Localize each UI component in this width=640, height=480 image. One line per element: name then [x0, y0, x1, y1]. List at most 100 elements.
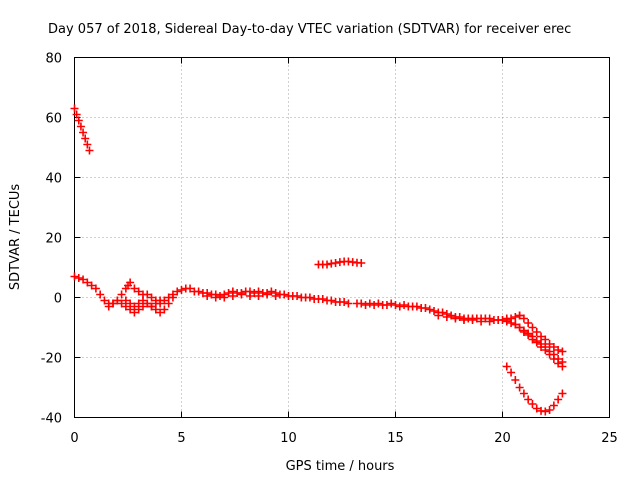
data-point [130, 302, 139, 311]
data-point [382, 301, 391, 309]
data-point [519, 314, 528, 323]
data-point [515, 383, 524, 392]
data-point [117, 299, 126, 308]
series-segment-d [121, 296, 165, 311]
data-point [532, 338, 541, 347]
series-segment-f [203, 290, 280, 302]
data-point [168, 293, 177, 302]
data-point [357, 299, 366, 308]
data-point [100, 296, 109, 305]
data-point [541, 407, 550, 416]
data-point [502, 362, 511, 371]
data-point [442, 313, 451, 321]
data-point [177, 286, 186, 294]
data-point [515, 323, 524, 332]
data-point [293, 292, 302, 300]
data-point [519, 389, 528, 398]
data-point [511, 376, 520, 384]
data-point [545, 406, 554, 414]
axis-ticks [74, 57, 610, 418]
data-point [447, 311, 456, 320]
series-segment-m [502, 362, 567, 416]
data-point [365, 299, 374, 308]
data-point [104, 302, 113, 311]
data-point [524, 319, 533, 327]
data-point [558, 389, 567, 398]
data-point [147, 293, 156, 302]
data-point [79, 128, 88, 137]
series-segment-j [515, 311, 567, 356]
data-point [72, 110, 81, 119]
data-point [194, 287, 203, 296]
data-point [430, 307, 439, 315]
data-point [156, 296, 165, 305]
data-point [250, 289, 259, 297]
data-point [532, 404, 541, 413]
data-point [76, 122, 85, 131]
series-segment-g [314, 257, 366, 269]
data-point [156, 308, 165, 317]
data-point [134, 287, 143, 296]
data-point [528, 335, 537, 344]
data-point [70, 104, 79, 113]
data-point [558, 362, 567, 371]
data-point [502, 317, 511, 326]
data-point [344, 299, 353, 308]
chart-title: Day 057 of 2018, Sidereal Day-to-day VTE… [48, 22, 571, 37]
y-axis-label: SDTVAR / TECUs [8, 184, 23, 291]
data-point [220, 293, 229, 302]
data-point [541, 335, 550, 344]
data-point [318, 295, 327, 303]
data-point [494, 316, 503, 324]
data-point [545, 350, 554, 359]
data-point [400, 301, 409, 309]
data-point [216, 292, 225, 300]
data-point [485, 317, 494, 326]
data-point [147, 302, 156, 311]
data-point [160, 305, 169, 314]
data-point [121, 296, 130, 305]
data-point [203, 292, 212, 300]
data-point [173, 287, 182, 296]
x-tick-label: 5 [177, 431, 185, 446]
data-point [130, 284, 139, 293]
x-tick-labels: 0 5 10 15 20 25 [70, 431, 617, 446]
data-point [280, 290, 289, 299]
data-point [70, 272, 79, 281]
data-point [271, 292, 280, 300]
data-point [374, 299, 383, 308]
data-point [477, 317, 486, 326]
data-point [455, 313, 464, 321]
x-tick-label: 10 [280, 431, 297, 446]
data-point [267, 287, 276, 296]
data-point [74, 274, 83, 282]
y-tick-label: 40 [45, 172, 62, 187]
data-point [126, 278, 135, 287]
data-point [511, 313, 520, 321]
data-point [524, 395, 533, 404]
data-point [83, 140, 92, 149]
x-axis-label: GPS time / hours [286, 459, 395, 474]
data-point [211, 293, 220, 302]
data-point [143, 290, 152, 299]
data-point [224, 289, 233, 297]
data-points [70, 104, 567, 416]
series-segment-a [70, 104, 94, 155]
data-point [438, 308, 447, 317]
y-tick-label: -40 [41, 412, 62, 427]
data-point [245, 292, 254, 300]
data-point [164, 299, 173, 308]
data-point [558, 347, 567, 356]
data-point [83, 278, 92, 287]
series-segment-l [511, 320, 567, 371]
y-tick-labels: -40 -20 0 20 40 60 80 [41, 52, 62, 427]
data-point [85, 146, 94, 155]
x-tick-label: 15 [387, 431, 404, 446]
data-point [81, 134, 90, 143]
data-point [305, 293, 314, 302]
data-point [113, 296, 122, 305]
data-point [74, 116, 83, 125]
data-point [254, 292, 263, 300]
series-segment-e [190, 287, 353, 308]
